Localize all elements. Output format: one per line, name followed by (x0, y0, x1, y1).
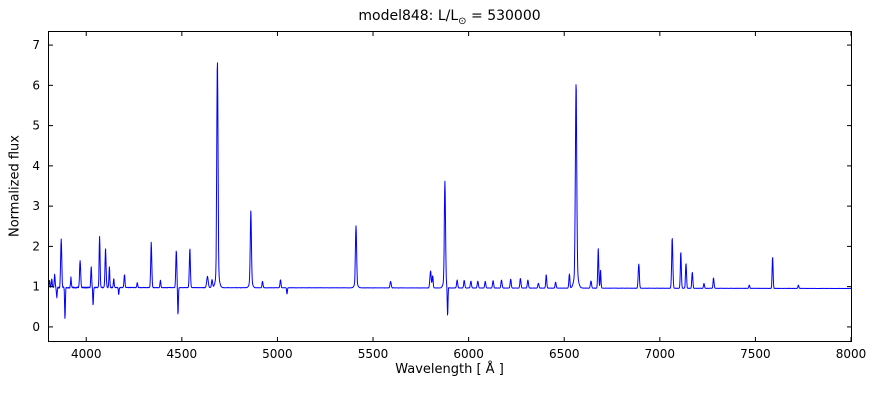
tick-marks (49, 32, 852, 341)
y-tick-label: 5 (32, 119, 40, 133)
y-tick-label: 2 (32, 239, 40, 253)
y-tick-label: 0 (32, 320, 40, 334)
x-tick-label: 8000 (836, 347, 867, 361)
y-tick-label: 7 (32, 38, 40, 52)
chart-title-prefix: model848: L/L (358, 8, 459, 24)
x-tick-label: 4000 (71, 347, 102, 361)
x-tick-label: 7000 (645, 347, 676, 361)
x-tick-label: 4500 (167, 347, 198, 361)
chart-title: model848: L/L⊙ = 530000 (48, 8, 851, 27)
x-tick-label: 6000 (453, 347, 484, 361)
x-tick-label: 5000 (262, 347, 293, 361)
x-tick-label: 5500 (358, 347, 389, 361)
y-axis-label: Normalized flux (7, 135, 23, 237)
y-tick-label: 3 (32, 199, 40, 213)
tick-labels: 4000 4500 5000 5500 6000 6500 7000 7500 8000 0 1 2 3… (32, 38, 866, 361)
chart-title-suffix: = 530000 (466, 8, 541, 24)
x-tick-label: 6500 (549, 347, 580, 361)
spectrum-line (47, 62, 852, 319)
axes-box (48, 31, 852, 342)
y-tick-label: 4 (32, 159, 40, 173)
x-axis-label: Wavelength [ Å ] (395, 362, 504, 377)
y-tick-label: 1 (32, 280, 40, 294)
y-tick-label: 6 (32, 78, 40, 92)
sun-symbol: ⊙ (458, 15, 467, 27)
x-tick-label: 7500 (740, 347, 771, 361)
